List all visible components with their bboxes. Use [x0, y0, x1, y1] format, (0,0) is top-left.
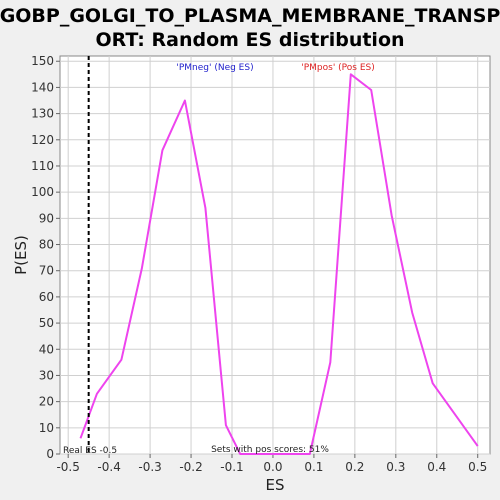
- y-axis-label: P(ES): [12, 235, 30, 275]
- y-tick-label: 150: [31, 54, 54, 68]
- x-tick-label: -0.4: [97, 460, 120, 474]
- x-tick-label: 0.1: [304, 460, 323, 474]
- y-tick-label: 0: [46, 447, 54, 461]
- x-tick-label: -0.5: [56, 460, 79, 474]
- y-tick-label: 10: [39, 421, 54, 435]
- es-distribution-line: [79, 73, 479, 455]
- ticks: 0 10 20 30 40 50 60 70 80 90 100 110 120 130 140 150 -0.…: [31, 54, 487, 474]
- y-tick-label: 120: [31, 133, 54, 147]
- neg-es-label: 'PMneg' (Neg ES): [176, 63, 253, 73]
- real-es-label: Real ES -0.5: [63, 446, 117, 456]
- plot-area: [59, 55, 491, 455]
- sets-pos-label: Sets with pos scores: 51%: [211, 445, 329, 455]
- y-tick-label: 40: [39, 342, 54, 356]
- y-tick-label: 50: [39, 316, 54, 330]
- x-axis-label: ES: [266, 476, 285, 494]
- series: [79, 73, 479, 455]
- y-tick-label: 140: [31, 80, 54, 94]
- x-tick-label: 0.5: [468, 460, 487, 474]
- x-tick-label: 0.2: [345, 460, 364, 474]
- y-tick-label: 130: [31, 107, 54, 121]
- pos-es-label: 'PMpos' (Pos ES): [301, 63, 375, 73]
- y-tick-label: 100: [31, 185, 54, 199]
- x-tick-label: 0.3: [386, 460, 405, 474]
- chart-title-line1: GOBP_GOLGI_TO_PLASMA_MEMBRANE_TRANSP: [0, 5, 500, 27]
- x-tick-label: 0.4: [427, 460, 446, 474]
- y-tick-label: 20: [39, 395, 54, 409]
- y-tick-label: 90: [39, 211, 54, 225]
- x-tick-label: -0.2: [179, 460, 202, 474]
- x-tick-label: 0.0: [263, 460, 282, 474]
- chart-title-line2: ORT: Random ES distribution: [95, 29, 404, 51]
- x-tick-label: -0.1: [220, 460, 243, 474]
- y-tick-label: 110: [31, 159, 54, 173]
- y-tick-label: 70: [39, 264, 54, 278]
- y-tick-label: 60: [39, 290, 54, 304]
- y-tick-label: 80: [39, 238, 54, 252]
- y-tick-label: 30: [39, 368, 54, 382]
- x-tick-label: -0.3: [138, 460, 161, 474]
